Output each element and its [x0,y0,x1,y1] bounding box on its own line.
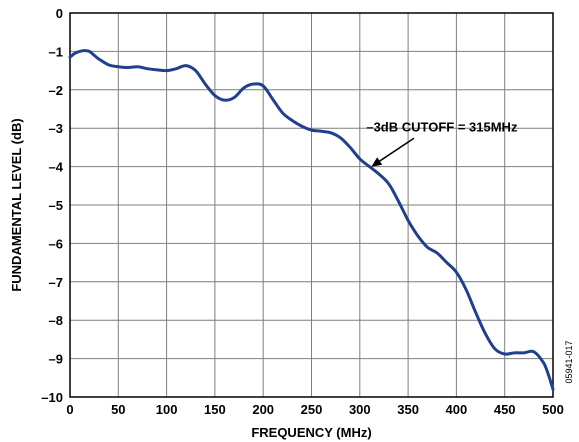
plot-area-frame [69,12,554,398]
y-tick-label: –2 [49,83,63,98]
annotation-arrow [379,137,415,162]
y-tick-label: –9 [49,352,63,367]
x-tick-label: 0 [66,402,73,417]
x-tick-label: 150 [204,402,226,417]
x-tick-label: 300 [349,402,371,417]
annotation-arrowhead [371,157,383,167]
x-tick-label: 200 [252,402,274,417]
y-tick-label: –6 [49,236,63,251]
x-tick-label: 350 [397,402,419,417]
x-tick-label: 400 [446,402,468,417]
x-tick-label: 50 [111,402,125,417]
annotation-text: –3dB CUTOFF = 315MHz [366,119,518,134]
y-tick-label: –10 [41,390,63,405]
y-axis-tick-labels: 0 –1 –2 –3 –4 –5 –6 –7 –8 –9 –10 [41,6,63,405]
x-tick-label: 250 [301,402,323,417]
figure-id-label: 05941-017 [564,340,574,383]
y-tick-label: –3 [49,121,63,136]
x-axis-title: FREQUENCY (MHz) [251,425,371,440]
x-tick-label: 100 [156,402,178,417]
y-axis-title: FUNDAMENTAL LEVEL (dB) [9,118,24,291]
y-tick-label: –5 [49,198,63,213]
y-tick-label: 0 [56,6,63,21]
x-axis-tick-labels: 0 50 100 150 200 250 300 350 400 450 500 [66,402,563,417]
y-tick-label: –4 [49,160,64,175]
grid-lines [69,12,554,398]
x-tick-label: 450 [494,402,516,417]
x-tick-label: 500 [542,402,564,417]
y-tick-label: –7 [49,275,63,290]
series-line [68,49,555,391]
y-tick-label: –1 [49,44,63,59]
y-tick-label: –8 [49,313,63,328]
